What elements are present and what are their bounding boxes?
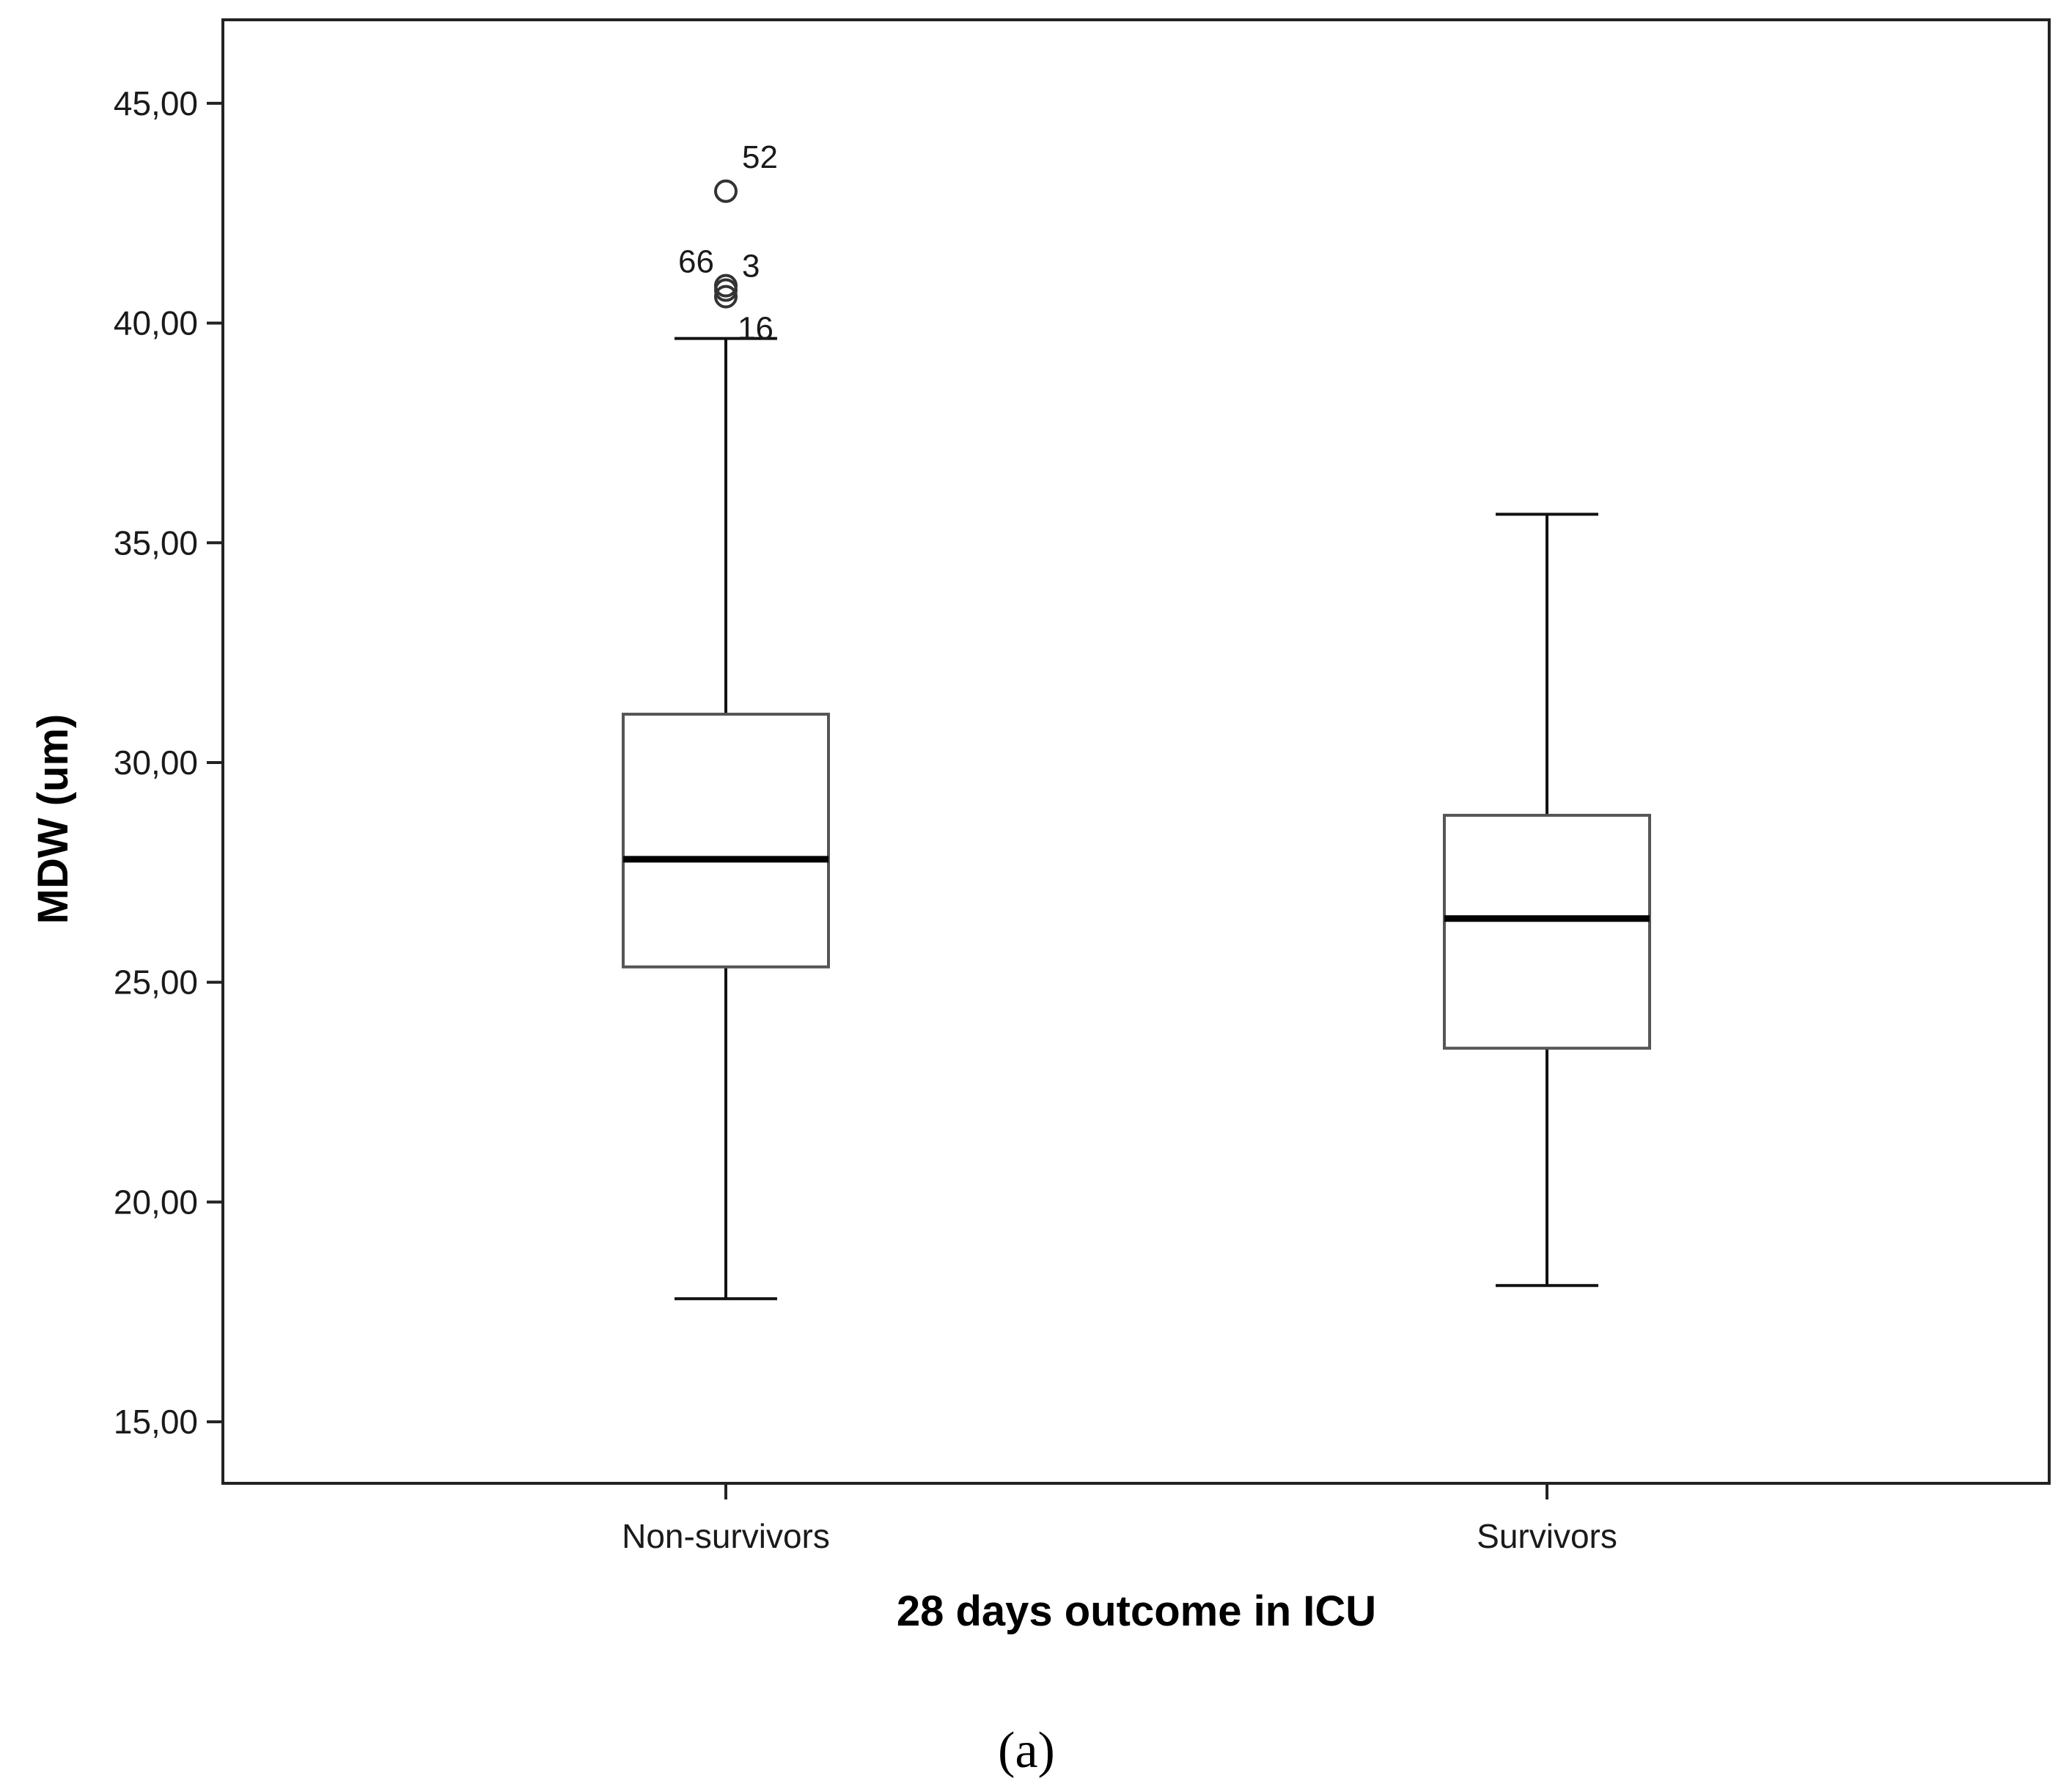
iqr-box — [1443, 813, 1651, 1050]
y-tick-label: 35,00 — [114, 524, 198, 562]
outlier-label: 16 — [738, 311, 773, 347]
y-tick-label: 40,00 — [114, 304, 198, 342]
outlier-label: 52 — [742, 139, 778, 175]
outlier-label: 3 — [742, 249, 760, 284]
outlier-point — [714, 284, 738, 309]
outlier-point — [714, 278, 738, 302]
outlier-point — [714, 179, 738, 203]
y-tick-label: 45,00 — [114, 84, 198, 122]
figure-caption: (a) — [998, 1722, 1055, 1779]
y-tick-label: 30,00 — [114, 743, 198, 782]
y-axis-title: MDW (um) — [29, 714, 77, 925]
y-tick-label: 20,00 — [114, 1183, 198, 1221]
x-axis-title: 28 days outcome in ICU — [897, 1587, 1376, 1635]
plot-frame — [221, 18, 2051, 1485]
outlier-label: 66 — [678, 244, 714, 280]
y-tick-label: 25,00 — [114, 963, 198, 1002]
y-tick-label: 15,00 — [114, 1403, 198, 1441]
x-tick-label: Non-survivors — [622, 1517, 830, 1555]
x-tick-label: Survivors — [1477, 1517, 1617, 1555]
iqr-box — [622, 713, 830, 969]
